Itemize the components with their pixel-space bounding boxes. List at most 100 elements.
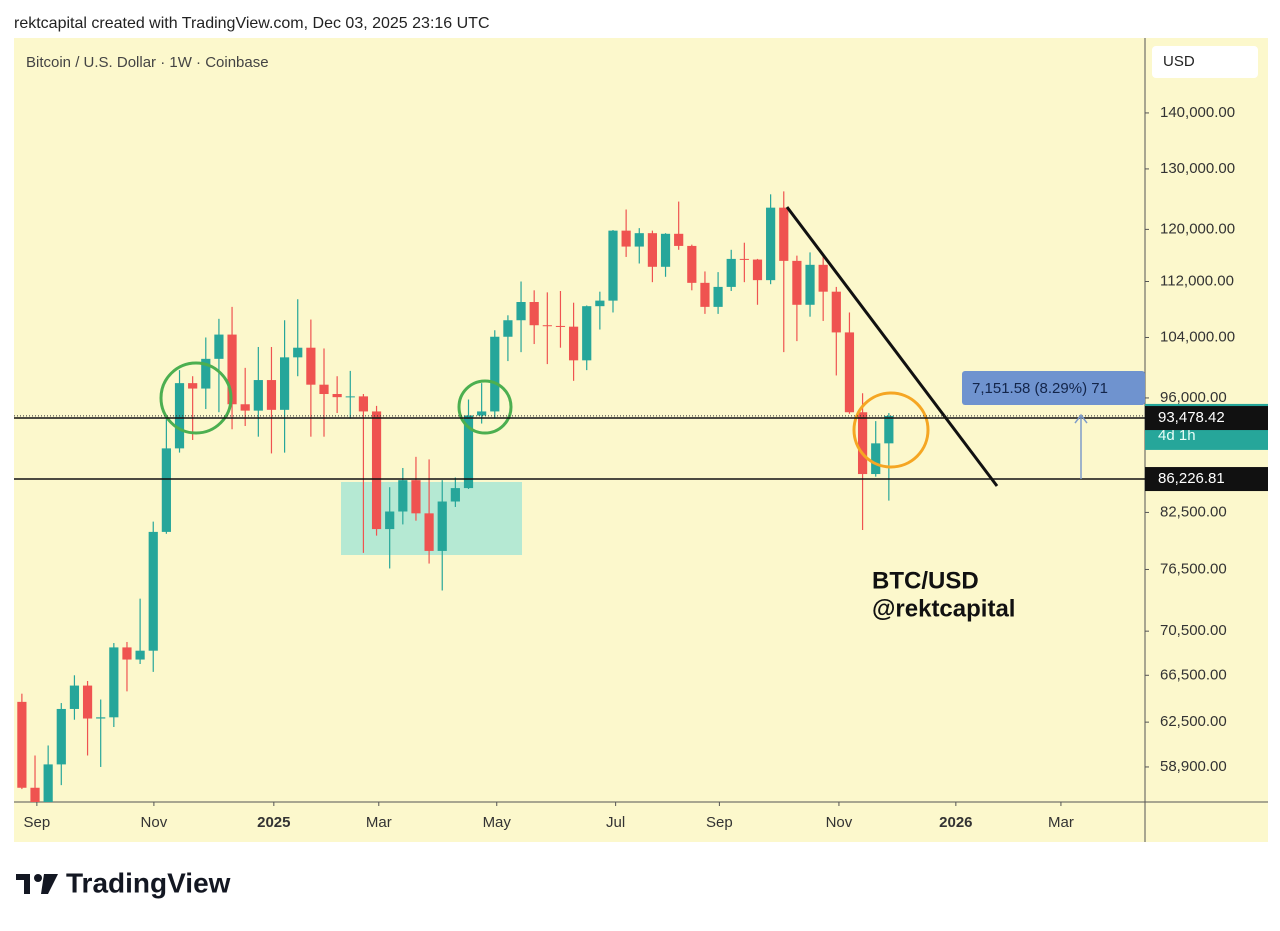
candle-body: [568, 326, 579, 361]
price-line-box: [1145, 467, 1268, 492]
measure-box: [962, 371, 1145, 405]
candle-body: [608, 230, 618, 301]
candle-body: [647, 233, 658, 267]
candle-body: [437, 501, 447, 551]
candle-body: [188, 383, 198, 389]
candle-body: [779, 207, 789, 261]
annotation: BTC/USD: [872, 567, 979, 594]
x-tick-label: Mar: [366, 814, 392, 831]
candle-body: [766, 207, 776, 281]
candle-body: [293, 347, 303, 358]
candle-body: [857, 412, 868, 475]
candle-body: [582, 306, 592, 361]
highlight-circle: [159, 361, 233, 435]
chart-title: Bitcoin / U.S. Dollar · 1W · Coinbase: [26, 54, 269, 71]
candle-body: [818, 264, 828, 292]
candle-body: [371, 411, 382, 530]
x-tick-label: Mar: [1048, 814, 1074, 831]
candle-body: [634, 233, 644, 247]
candle-body: [56, 708, 66, 765]
candle-body: [385, 511, 395, 530]
x-tick-label: Sep: [24, 814, 51, 831]
candle-body: [161, 448, 171, 532]
candle-body: [831, 291, 841, 333]
candle-body: [752, 259, 763, 281]
candle-body: [214, 334, 224, 359]
price-line-box: [1145, 406, 1268, 431]
candle-body: [555, 325, 566, 327]
candle-body: [700, 282, 710, 307]
header: rektcapital created with TradingView.com…: [14, 15, 490, 32]
candle-body: [82, 685, 93, 719]
price-line-label: 86,226.81: [1158, 470, 1225, 487]
candle-body: [516, 302, 526, 321]
candle-body: [227, 334, 237, 405]
x-tick-label: May: [483, 814, 512, 831]
logo-mark: [16, 874, 30, 894]
plot: [17, 191, 894, 802]
logo-mark: [41, 874, 58, 894]
candle-body: [463, 415, 474, 489]
candle-body: [345, 396, 355, 398]
candle-body: [109, 647, 119, 718]
candle-body: [201, 358, 211, 389]
candle-body: [319, 384, 329, 395]
candle-body: [358, 396, 369, 412]
candle-body: [660, 233, 671, 267]
candle-body: [332, 394, 342, 398]
y-tick-label: 96,000.00: [1160, 389, 1227, 406]
y-tick-label: 62,500.00: [1160, 713, 1227, 730]
candle-body: [43, 764, 53, 802]
candle-body: [713, 286, 723, 307]
x-tick-label: Jul: [606, 814, 625, 831]
candle-body: [122, 647, 132, 660]
candle-body: [884, 415, 894, 444]
y-tick-label: 104,000.00: [1160, 328, 1235, 345]
candle-body: [477, 411, 487, 416]
candle-body: [69, 685, 80, 709]
y-tick-label: 120,000.00: [1160, 220, 1235, 237]
candle-body: [96, 717, 106, 719]
y-tick-label: 58,900.00: [1160, 758, 1227, 775]
logo: TradingView: [16, 867, 231, 898]
candle-body: [240, 404, 250, 411]
candle-body: [503, 320, 513, 337]
candle-body: [529, 302, 539, 326]
x-tick-label: Nov: [826, 814, 853, 831]
footer: TradingView: [66, 867, 231, 898]
candle-body: [542, 325, 552, 327]
price-line-label: 93,478.42: [1158, 409, 1225, 426]
candle-body: [674, 233, 684, 246]
candle-body: [739, 258, 749, 260]
candle-body: [411, 480, 421, 514]
y-tick-label: 140,000.00: [1160, 104, 1235, 121]
candle-body: [490, 336, 500, 412]
candle-body: [398, 480, 408, 512]
x-tick-label: 2025: [257, 814, 290, 831]
candle-body: [805, 264, 815, 305]
candle-body: [30, 787, 40, 802]
candle-body: [621, 230, 631, 247]
candle-body: [450, 488, 460, 502]
candle-body: [17, 701, 27, 788]
currency-box: [1152, 46, 1258, 78]
y-tick-label: 66,500.00: [1160, 666, 1227, 683]
candle-body: [135, 650, 145, 660]
x-tick-label: Nov: [141, 814, 168, 831]
highlight-circle: [457, 379, 513, 435]
candle-body: [792, 260, 802, 305]
y-tick-label: 76,500.00: [1160, 560, 1227, 577]
candle-body: [280, 357, 290, 410]
candle-body: [595, 300, 605, 307]
candle-body: [266, 380, 277, 410]
measure-arrow-head: [1074, 413, 1088, 424]
y-tick-label: 70,500.00: [1160, 622, 1227, 639]
trend-line: [785, 206, 999, 487]
currency: USD: [1163, 53, 1195, 70]
candle-body: [871, 443, 881, 475]
countdown: 4d 1h: [1158, 427, 1196, 444]
candle-body: [148, 531, 158, 651]
candle-body: [253, 380, 263, 411]
